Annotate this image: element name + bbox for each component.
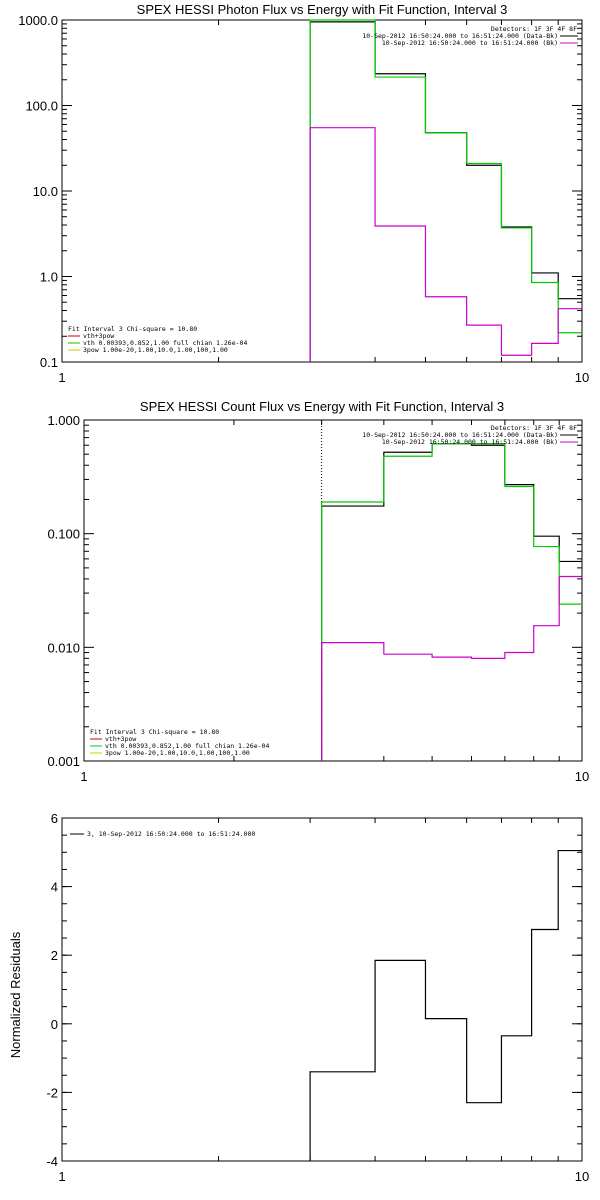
residuals-ytick-label-4: 4 — [51, 880, 58, 895]
residuals-ytick-label-1: -2 — [46, 1085, 58, 1100]
photon-flux-panel: SPEX HESSI Photon Flux vs Energy with Fi… — [18, 2, 589, 385]
residuals-plot-frame — [61, 817, 583, 1162]
photon-flux-plot-frame — [61, 19, 583, 363]
photon-flux-legend-top-right: Detectors: 1F 3F 4F 8F 10-Sep-2012 16:50… — [362, 25, 578, 47]
residuals-xtick-label-0: 1 — [58, 1169, 65, 1184]
photon-flux-legend-entry-bk: 10-Sep-2012 16:50:24.000 to 16:51:24.000… — [382, 39, 558, 47]
photon-flux-ytick-label-0: 0.1 — [40, 355, 58, 370]
count-flux-xtick-label-0: 1 — [80, 769, 87, 784]
photon-flux-fit-header: Fit Interval 3 Chi-square = 10.80 — [68, 325, 197, 333]
photon-flux-legend-bottom-left: Fit Interval 3 Chi-square = 10.80 vth+3p… — [68, 325, 247, 354]
count-flux-series-1-line — [321, 442, 582, 761]
photon-flux-legend-entry-data: 10-Sep-2012 16:50:24.000 to 16:51:24.000… — [362, 32, 558, 40]
count-flux-legend-top-right: Detectors: 1F 3F 4F 8F 10-Sep-2012 16:50… — [362, 424, 578, 446]
photon-flux-series-1-line — [309, 19, 582, 362]
count-flux-title: SPEX HESSI Count Flux vs Energy with Fit… — [140, 399, 504, 414]
photon-flux-xtick-label-1: 10 — [575, 370, 589, 385]
residuals-series — [309, 849, 582, 1161]
count-flux-ytick-label-0: 0.001 — [47, 754, 80, 769]
photon-flux-ytick-label-2: 10.0 — [33, 184, 58, 199]
count-flux-legend-entry-data: 10-Sep-2012 16:50:24.000 to 16:51:24.000… — [362, 431, 558, 439]
count-flux-legend-header: Detectors: 1F 3F 4F 8F — [491, 424, 577, 432]
photon-flux-series-0-line — [309, 21, 582, 362]
residuals-ytick-label-0: -4 — [46, 1154, 58, 1169]
count-flux-plot-frame — [83, 419, 583, 762]
residuals-xtick-label-1: 10 — [575, 1169, 589, 1184]
residuals-series-0-line — [309, 849, 582, 1161]
count-flux-xtick-label-1: 10 — [575, 769, 589, 784]
photon-flux-ytick-label-1: 1.0 — [40, 270, 58, 285]
count-flux-ytick-label-1: 0.010 — [47, 640, 80, 655]
residuals-panel: Normalized Residuals 1 10 -4 -2 0 2 4 6 3, 10-S… — [8, 811, 589, 1184]
count-flux-fit-entry-2: 3pow 1.00e-20,1.00,10.0,1.00,100,1.00 — [105, 749, 250, 757]
photon-flux-title: SPEX HESSI Photon Flux vs Energy with Fi… — [137, 2, 508, 17]
photon-flux-ytick-label-3: 100.0 — [25, 99, 58, 114]
count-flux-legend-bottom-left: Fit Interval 3 Chi-square = 10.80 vth+3p… — [90, 728, 269, 757]
count-flux-series-0-line — [321, 442, 582, 761]
residuals-legend-entry: 3, 10-Sep-2012 16:50:24.000 to 16:51:24.… — [87, 830, 255, 838]
photon-flux-series — [309, 19, 582, 362]
count-flux-ytick-label-2: 0.100 — [47, 527, 80, 542]
count-flux-ytick-label-3: 1.000 — [47, 413, 80, 428]
photon-flux-fit-entry-1: vth 0.00393,0.852,1.00 full chian 1.26e-… — [83, 339, 247, 347]
photon-flux-legend-header: Detectors: 1F 3F 4F 8F — [491, 25, 577, 33]
count-flux-panel: SPEX HESSI Count Flux vs Energy with Fit… — [47, 399, 589, 784]
count-flux-fit-entry-0: vth+3pow — [105, 735, 136, 743]
count-flux-series — [321, 442, 582, 761]
photon-flux-ticks: 1 10 0.1 1.0 10.0 100.0 1000.0 — [18, 13, 589, 385]
residuals-legend: 3, 10-Sep-2012 16:50:24.000 to 16:51:24.… — [70, 830, 255, 838]
photon-flux-fit-entry-2: 3pow 1.00e-20,1.00,10.0,1.00,100,1.00 — [83, 346, 228, 354]
count-flux-ticks: 1 10 0.001 0.010 0.100 1.000 — [47, 413, 589, 784]
photon-flux-fit-entry-0: vth+3pow — [83, 332, 114, 340]
count-flux-legend-entry-bk: 10-Sep-2012 16:50:24.000 to 16:51:24.000… — [382, 438, 558, 446]
photon-flux-series-2-line — [309, 127, 582, 362]
residuals-ylabel: Normalized Residuals — [8, 931, 23, 1058]
residuals-ytick-label-5: 6 — [51, 811, 58, 826]
count-flux-series-2-line — [321, 575, 582, 761]
residuals-ytick-label-2: 0 — [51, 1017, 58, 1032]
residuals-ytick-label-3: 2 — [51, 948, 58, 963]
count-flux-fit-entry-1: vth 0.00393,0.852,1.00 full chian 1.26e-… — [105, 742, 269, 750]
photon-flux-ytick-label-4: 1000.0 — [18, 13, 58, 28]
residuals-ticks: 1 10 -4 -2 0 2 4 6 — [46, 811, 589, 1184]
count-flux-fit-header: Fit Interval 3 Chi-square = 10.80 — [90, 728, 219, 736]
photon-flux-xtick-label-0: 1 — [58, 370, 65, 385]
